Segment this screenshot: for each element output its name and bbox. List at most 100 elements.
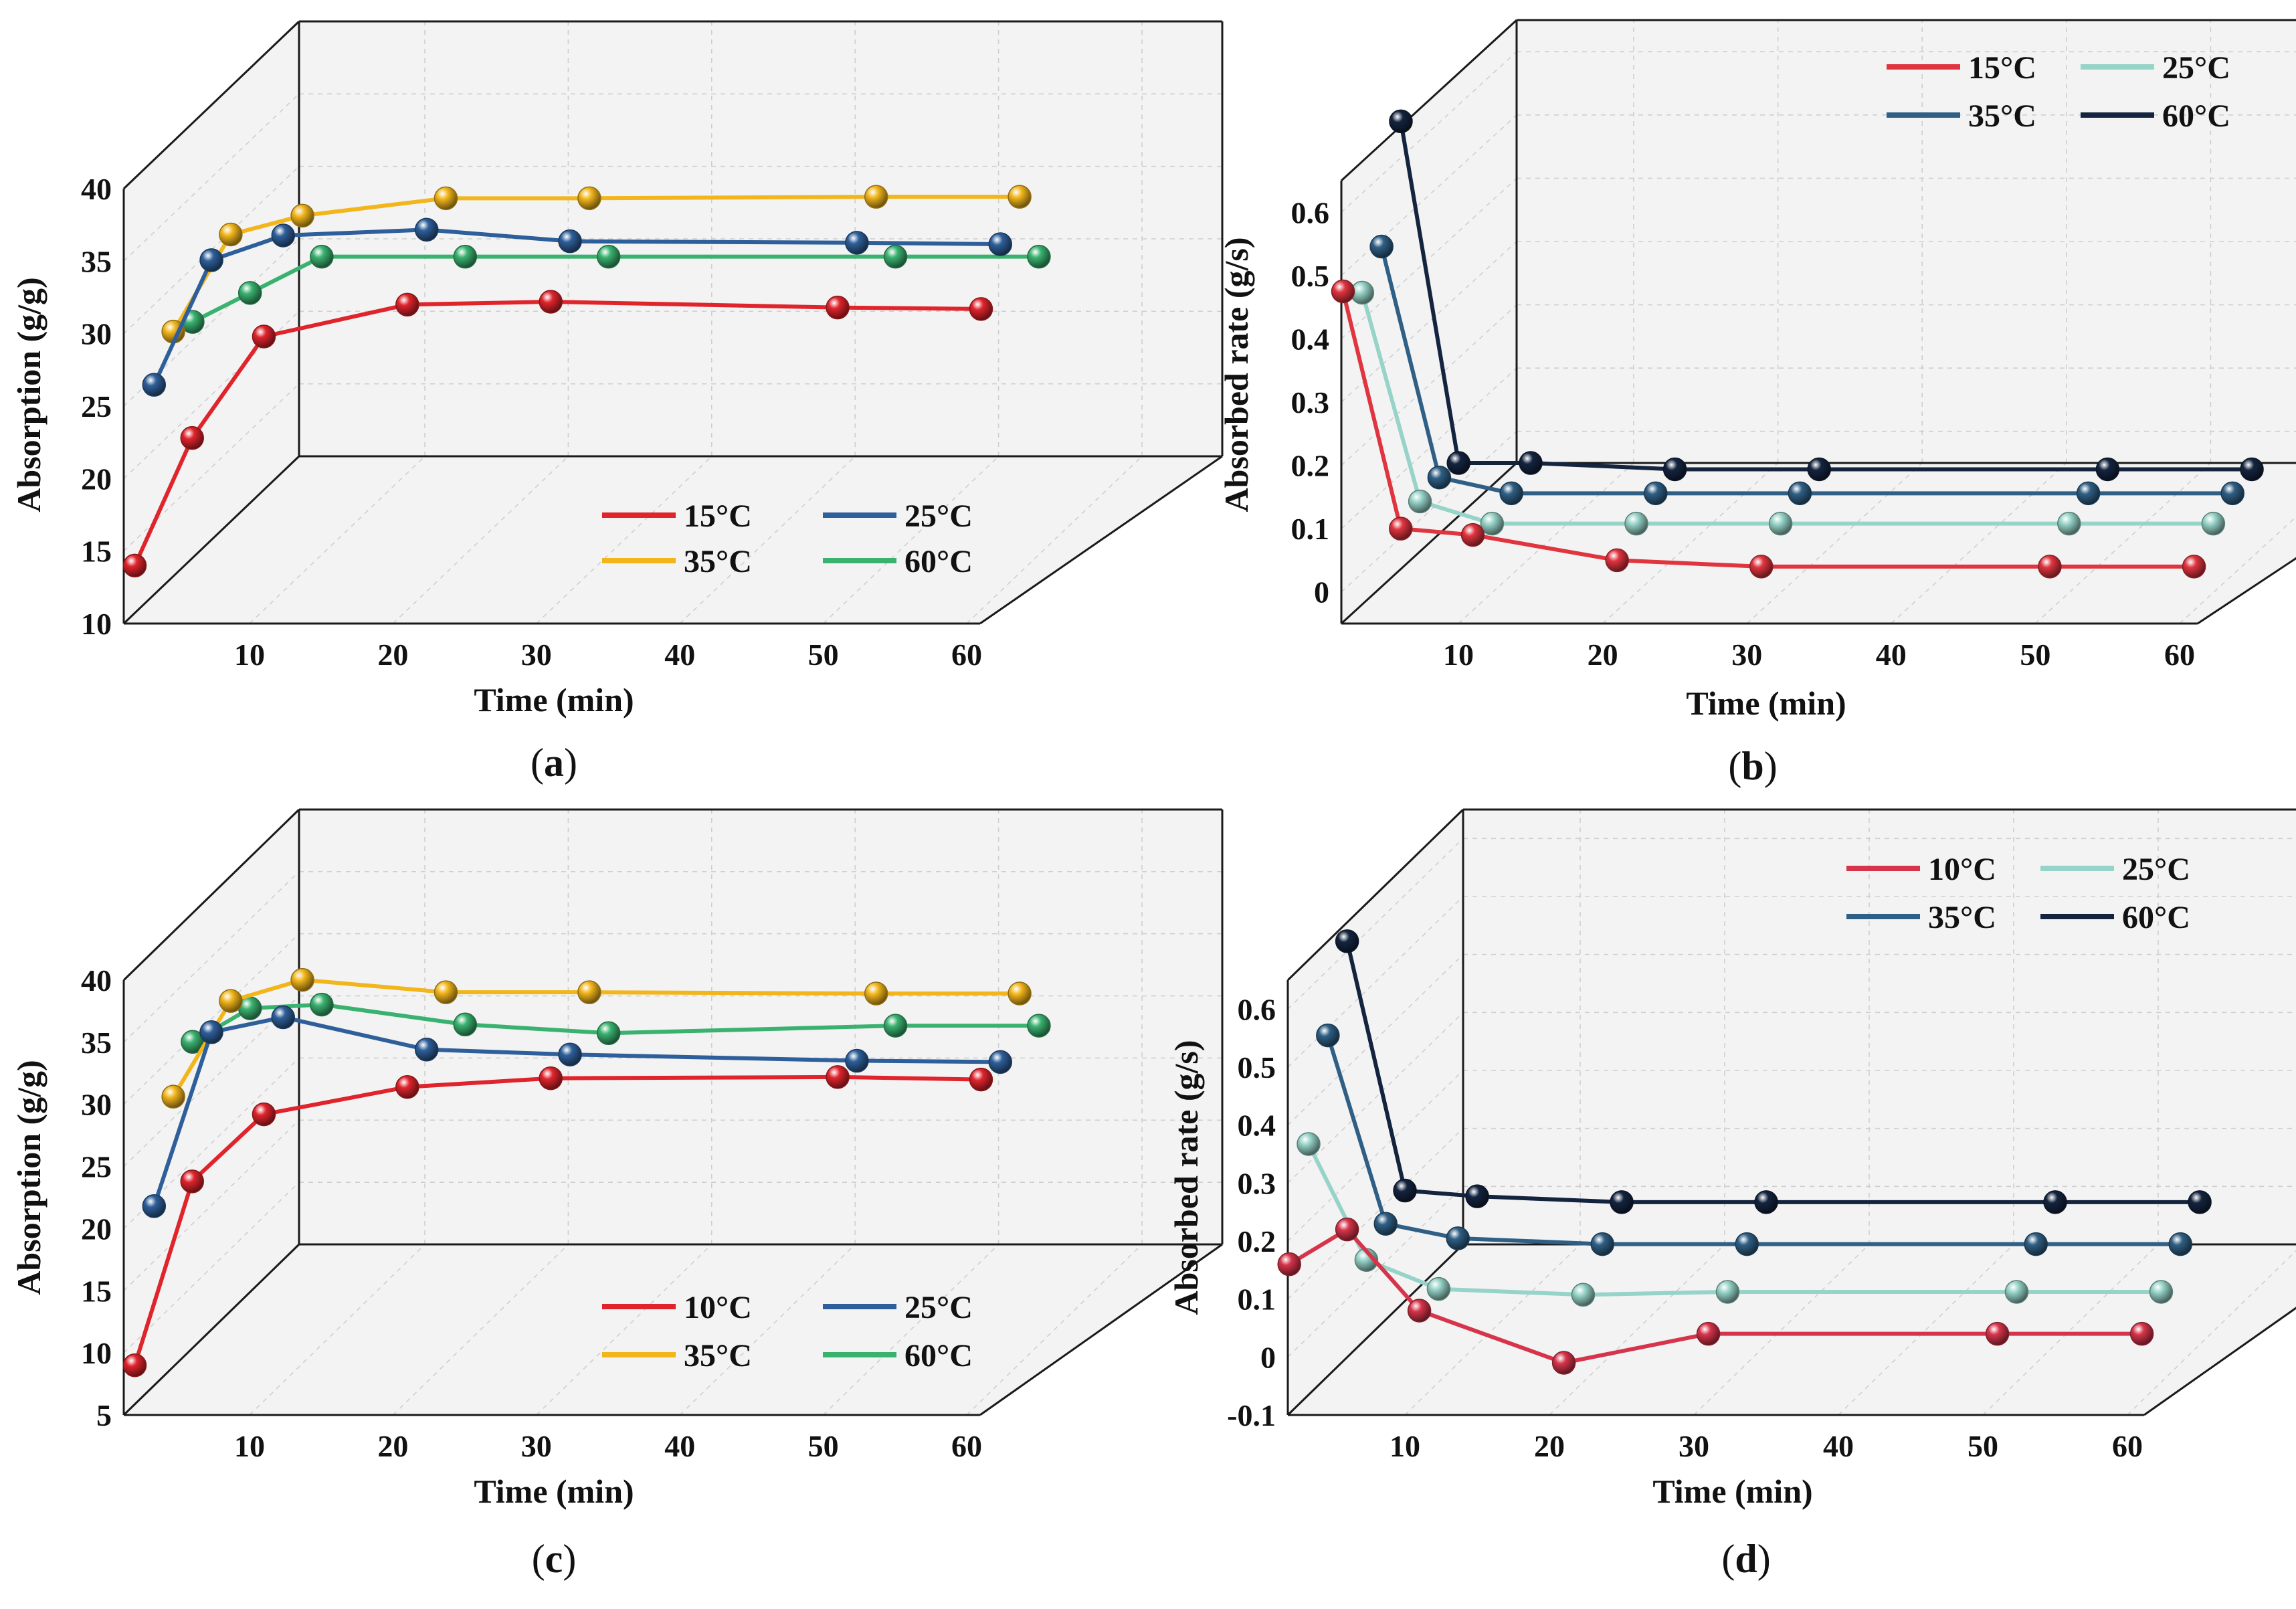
- data-point: [969, 1067, 993, 1092]
- gridline-side: [1287, 1186, 1464, 1357]
- gridline-x: [679, 456, 856, 624]
- data-point: [2004, 1280, 2029, 1304]
- gridline-x: [536, 1244, 712, 1416]
- data-point: [1605, 548, 1629, 573]
- floor-plane: [124, 456, 1222, 624]
- data-point: [558, 1042, 582, 1066]
- data-point: [252, 1102, 276, 1127]
- y-tick-label: 10: [81, 1336, 112, 1370]
- data-point: [539, 1066, 563, 1091]
- data-point: [237, 281, 262, 305]
- x-axis-label: Time (min): [474, 681, 634, 719]
- gridline-x: [2127, 1250, 2296, 1416]
- gridline-x: [1602, 462, 1779, 624]
- data-point: [2057, 511, 2081, 536]
- y-axis-label: Absorbed rate (g/s): [1218, 237, 1255, 512]
- axis-frame-edge: [1340, 19, 1518, 182]
- legend-label: 25°C: [2162, 50, 2230, 86]
- gridline-side: [1287, 1012, 1464, 1184]
- legend-label: 15°C: [684, 498, 752, 534]
- data-point: [1408, 489, 1432, 514]
- data-point: [1499, 481, 1523, 506]
- data-point: [2240, 457, 2264, 482]
- y-tick-label: 0.1: [1238, 1283, 1276, 1317]
- y-tick-label: 0.6: [1291, 195, 1330, 229]
- data-point: [1768, 511, 1793, 536]
- x-tick-label: 60: [951, 1429, 982, 1463]
- panel-letter: c: [545, 1537, 563, 1581]
- data-point: [2076, 481, 2101, 506]
- gridline-side: [1341, 367, 1517, 529]
- data-point: [199, 1020, 223, 1044]
- data-point: [1373, 1212, 1398, 1236]
- series-0: [1277, 1217, 2154, 1375]
- axis-frame-edge: [979, 455, 1223, 625]
- panel-c: 5 10 15 20 25 30 35 40 10 20 30 40 50 60 Time (min) Abs…: [10, 808, 1224, 1581]
- x-tick-label: 20: [1588, 638, 1618, 672]
- gridline-x: [1693, 1244, 1870, 1416]
- y-tick-label: 0.5: [1291, 259, 1330, 293]
- data-point: [271, 223, 296, 248]
- legend: 15°C 25°C 35°C 60°C: [602, 498, 973, 579]
- data-point: [1335, 929, 1359, 953]
- y-tick-label: 30: [81, 1088, 112, 1122]
- data-point: [577, 186, 601, 211]
- y-tick-label: 25: [81, 1150, 112, 1184]
- series-2: [1316, 1023, 2192, 1256]
- axis-frame-edge: [1286, 1243, 1464, 1416]
- data-point: [845, 231, 869, 255]
- data-point: [252, 324, 276, 349]
- gridline-side: [1341, 304, 1517, 466]
- data-point: [1624, 511, 1648, 536]
- x-tick-label: 40: [1823, 1429, 1854, 1463]
- panel-letter: d: [1735, 1537, 1757, 1581]
- x-axis-label: Time (min): [474, 1473, 634, 1510]
- y-tick-label: 0.5: [1238, 1050, 1276, 1084]
- data-point: [988, 1050, 1013, 1074]
- data-point: [2024, 1232, 2048, 1256]
- data-point: [1027, 244, 1051, 269]
- x-tick-label: 40: [664, 1429, 695, 1463]
- data-point: [290, 967, 314, 992]
- data-point: [1027, 1014, 1051, 1038]
- data-point: [199, 248, 223, 272]
- data-point: [826, 295, 850, 320]
- data-point: [414, 217, 439, 242]
- data-point: [2220, 481, 2244, 506]
- legend-label: 60°C: [904, 1338, 973, 1374]
- gridline-side: [123, 933, 300, 1105]
- gridline-side: [1341, 177, 1517, 340]
- gridline-x: [1404, 1244, 1581, 1416]
- data-point: [1297, 1132, 1321, 1156]
- y-tick-label: 30: [81, 317, 112, 351]
- y-tick-label: -0.1: [1227, 1398, 1276, 1432]
- gridline-x: [823, 1244, 999, 1416]
- axis-frame-edge: [122, 455, 300, 625]
- gridline-side: [1341, 241, 1517, 403]
- data-point: [1610, 1190, 1634, 1214]
- data-point: [453, 244, 478, 269]
- gridline-side: [1341, 51, 1517, 213]
- series-2: [161, 967, 1032, 1109]
- side-wall: [124, 21, 299, 624]
- x-tick-label: 30: [1731, 638, 1762, 672]
- y-tick-label: 35: [81, 1026, 112, 1060]
- x-tick-label: 20: [1534, 1429, 1565, 1463]
- legend: 10°C 25°C 35°C 60°C: [602, 1290, 973, 1374]
- series-1: [1350, 280, 2226, 536]
- data-point: [1519, 451, 1543, 475]
- data-point: [1590, 1232, 1614, 1256]
- data-point: [2038, 555, 2062, 579]
- series-3: [181, 244, 1051, 334]
- data-point: [310, 992, 334, 1017]
- legend-label: 10°C: [1928, 852, 1996, 887]
- data-point: [1277, 1252, 1301, 1276]
- gridline-x: [2034, 462, 2211, 624]
- series-0: [1331, 279, 2206, 579]
- data-point: [1331, 279, 1355, 304]
- gridline-side: [123, 871, 300, 1043]
- panel-d: -0.1 0 0.1 0.2 0.3 0.4 0.5 0.6 10 20 30 40 50 60 Time …: [1167, 808, 2296, 1581]
- axis-frame-edge: [979, 1243, 1223, 1416]
- data-point: [1788, 481, 1812, 506]
- data-point: [1008, 185, 1032, 209]
